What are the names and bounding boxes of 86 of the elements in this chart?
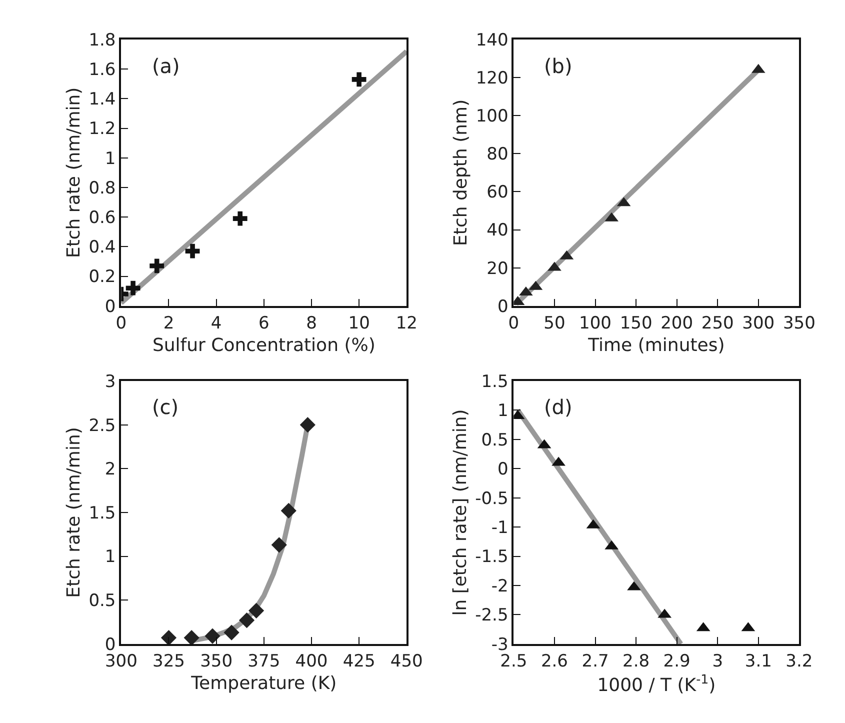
y-axis-title: Etch depth (nm) xyxy=(450,99,472,246)
x-tick-label: 325 xyxy=(152,651,185,672)
y-tick-label: 1.8 xyxy=(88,30,116,50)
y-tick-label: 0 xyxy=(104,296,116,317)
y-tick-label: 0.4 xyxy=(88,238,116,258)
x-axis-title: Time (minutes) xyxy=(587,334,725,356)
point xyxy=(160,630,177,644)
y-tick-label: 1 xyxy=(497,401,508,422)
point xyxy=(271,537,287,553)
y-tick-label: 3 xyxy=(104,372,116,392)
annotation: (c) xyxy=(152,395,179,419)
point xyxy=(204,628,220,644)
point xyxy=(300,417,316,433)
y-tick-label: 1.6 xyxy=(88,60,116,80)
point xyxy=(248,602,264,618)
x-tick-label: 2.9 xyxy=(663,651,690,672)
x-tick-label: 2 xyxy=(163,313,174,334)
y-tick-label: 1 xyxy=(104,547,116,568)
y-tick-label: 0.5 xyxy=(481,430,508,450)
x-tick-label: 4 xyxy=(210,313,222,334)
x-tick-label: 6 xyxy=(258,313,270,334)
x-tick-label: 8 xyxy=(306,313,317,334)
annotation: (a) xyxy=(152,54,180,78)
y-tick-label: -2.5 xyxy=(475,606,508,626)
point xyxy=(238,612,255,628)
point xyxy=(150,258,164,274)
x-tick-label: 350 xyxy=(782,313,816,334)
x-tick-label: 250 xyxy=(701,313,734,334)
y-tick-label: 0 xyxy=(497,296,508,317)
annotation: (b) xyxy=(544,54,572,78)
x-tick-label: 2.8 xyxy=(622,651,650,672)
x-tick-label: 3 xyxy=(712,651,724,672)
point xyxy=(352,72,366,87)
x-tick-label: 375 xyxy=(248,651,280,672)
y-tick-label: 140 xyxy=(476,30,508,50)
x-tick-label: 3.1 xyxy=(744,651,772,672)
y-tick-label: 0.2 xyxy=(88,267,116,288)
y-tick-label: 0.5 xyxy=(88,591,116,612)
x-tick-label: 100 xyxy=(579,313,612,334)
point xyxy=(224,624,240,640)
x-tick-label: 300 xyxy=(742,313,775,334)
y-tick-label: 0.8 xyxy=(88,178,116,198)
point xyxy=(126,280,140,296)
x-tick-label: 350 xyxy=(200,651,233,672)
y-tick-label: 80 xyxy=(486,144,508,165)
y-tick-label: -0.5 xyxy=(475,488,508,509)
x-tick-label: 425 xyxy=(342,651,376,672)
y-tick-label: 2.5 xyxy=(88,416,116,436)
x-tick-label: 150 xyxy=(620,313,652,334)
point xyxy=(232,211,248,226)
x-tick-label: 2.7 xyxy=(582,651,609,672)
y-tick-label: 20 xyxy=(486,258,508,279)
x-tick-label: 2.6 xyxy=(540,651,568,672)
x-tick-label: 50 xyxy=(544,313,566,334)
y-tick-label: 120 xyxy=(476,68,508,88)
x-tick-label: 400 xyxy=(295,651,328,672)
annotation: (d) xyxy=(544,395,572,419)
x-tick-label: 12 xyxy=(396,313,418,334)
x-axis-title: 1000 / T (K$^{-1}$) xyxy=(597,671,716,696)
y-tick-label: 1.4 xyxy=(88,90,116,110)
y-tick-label: 1 xyxy=(104,148,116,169)
point xyxy=(184,630,200,644)
y-tick-label: 40 xyxy=(486,220,508,241)
y-tick-label: 0.6 xyxy=(88,208,116,228)
y-tick-label: 1.5 xyxy=(481,372,508,392)
x-tick-label: 3.2 xyxy=(786,651,813,672)
x-axis-title: Temperature (K) xyxy=(190,672,337,694)
y-tick-label: 2 xyxy=(104,460,116,480)
x-tick-label: 10 xyxy=(348,313,370,334)
y-axis-title: Etch rate (nm/min) xyxy=(63,87,84,258)
y-axis-title: Etch rate (nm/min) xyxy=(63,427,84,598)
y-tick-label: 1.5 xyxy=(88,503,116,524)
y-tick-label: -2 xyxy=(491,576,508,596)
point xyxy=(185,244,200,258)
y-tick-label: -3 xyxy=(491,634,508,655)
y-tick-label: 60 xyxy=(486,182,508,203)
point xyxy=(280,502,296,519)
y-tick-label: 100 xyxy=(476,106,508,127)
y-tick-label: 1.2 xyxy=(88,119,116,140)
x-tick-label: 450 xyxy=(390,651,423,672)
x-axis-title: Sulfur Concentration (%) xyxy=(152,334,376,356)
y-tick-label: -1.5 xyxy=(475,547,508,568)
x-tick-label: 200 xyxy=(660,313,694,334)
y-axis-title: ln [etch rate] (nm/min) xyxy=(450,409,471,616)
y-tick-label: 0 xyxy=(497,460,508,480)
y-tick-label: -1 xyxy=(491,518,508,538)
